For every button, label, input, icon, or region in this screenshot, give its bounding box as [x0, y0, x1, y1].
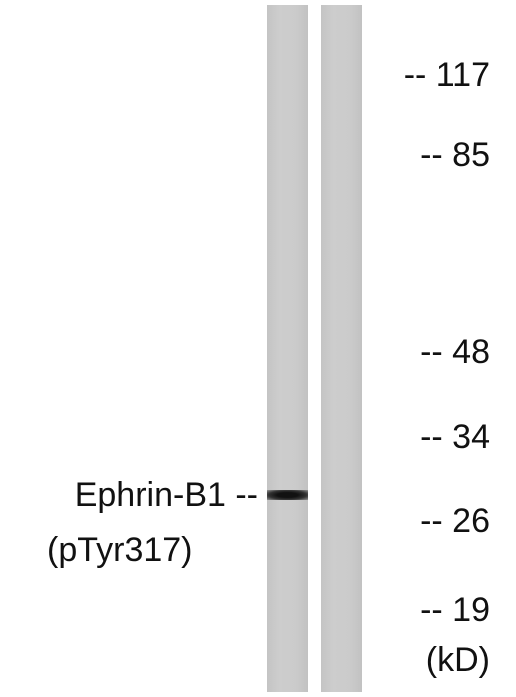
marker-label: -- 26 [420, 501, 490, 541]
lane [267, 5, 308, 692]
unit-label: (kD) [426, 640, 490, 680]
protein-band [267, 490, 308, 500]
lane [321, 5, 362, 692]
marker-label: -- 85 [420, 135, 490, 175]
marker-label: -- 34 [420, 417, 490, 457]
marker-label: -- 117 [404, 55, 490, 95]
blot-figure: -- 117 -- 85 -- 48 -- 34 -- 26 -- 19 (kD… [0, 0, 516, 697]
marker-label: -- 19 [420, 590, 490, 630]
marker-label: -- 48 [420, 332, 490, 372]
protein-name: Ephrin-B1 -- [75, 475, 258, 515]
protein-modification: (pTyr317) [47, 530, 193, 570]
